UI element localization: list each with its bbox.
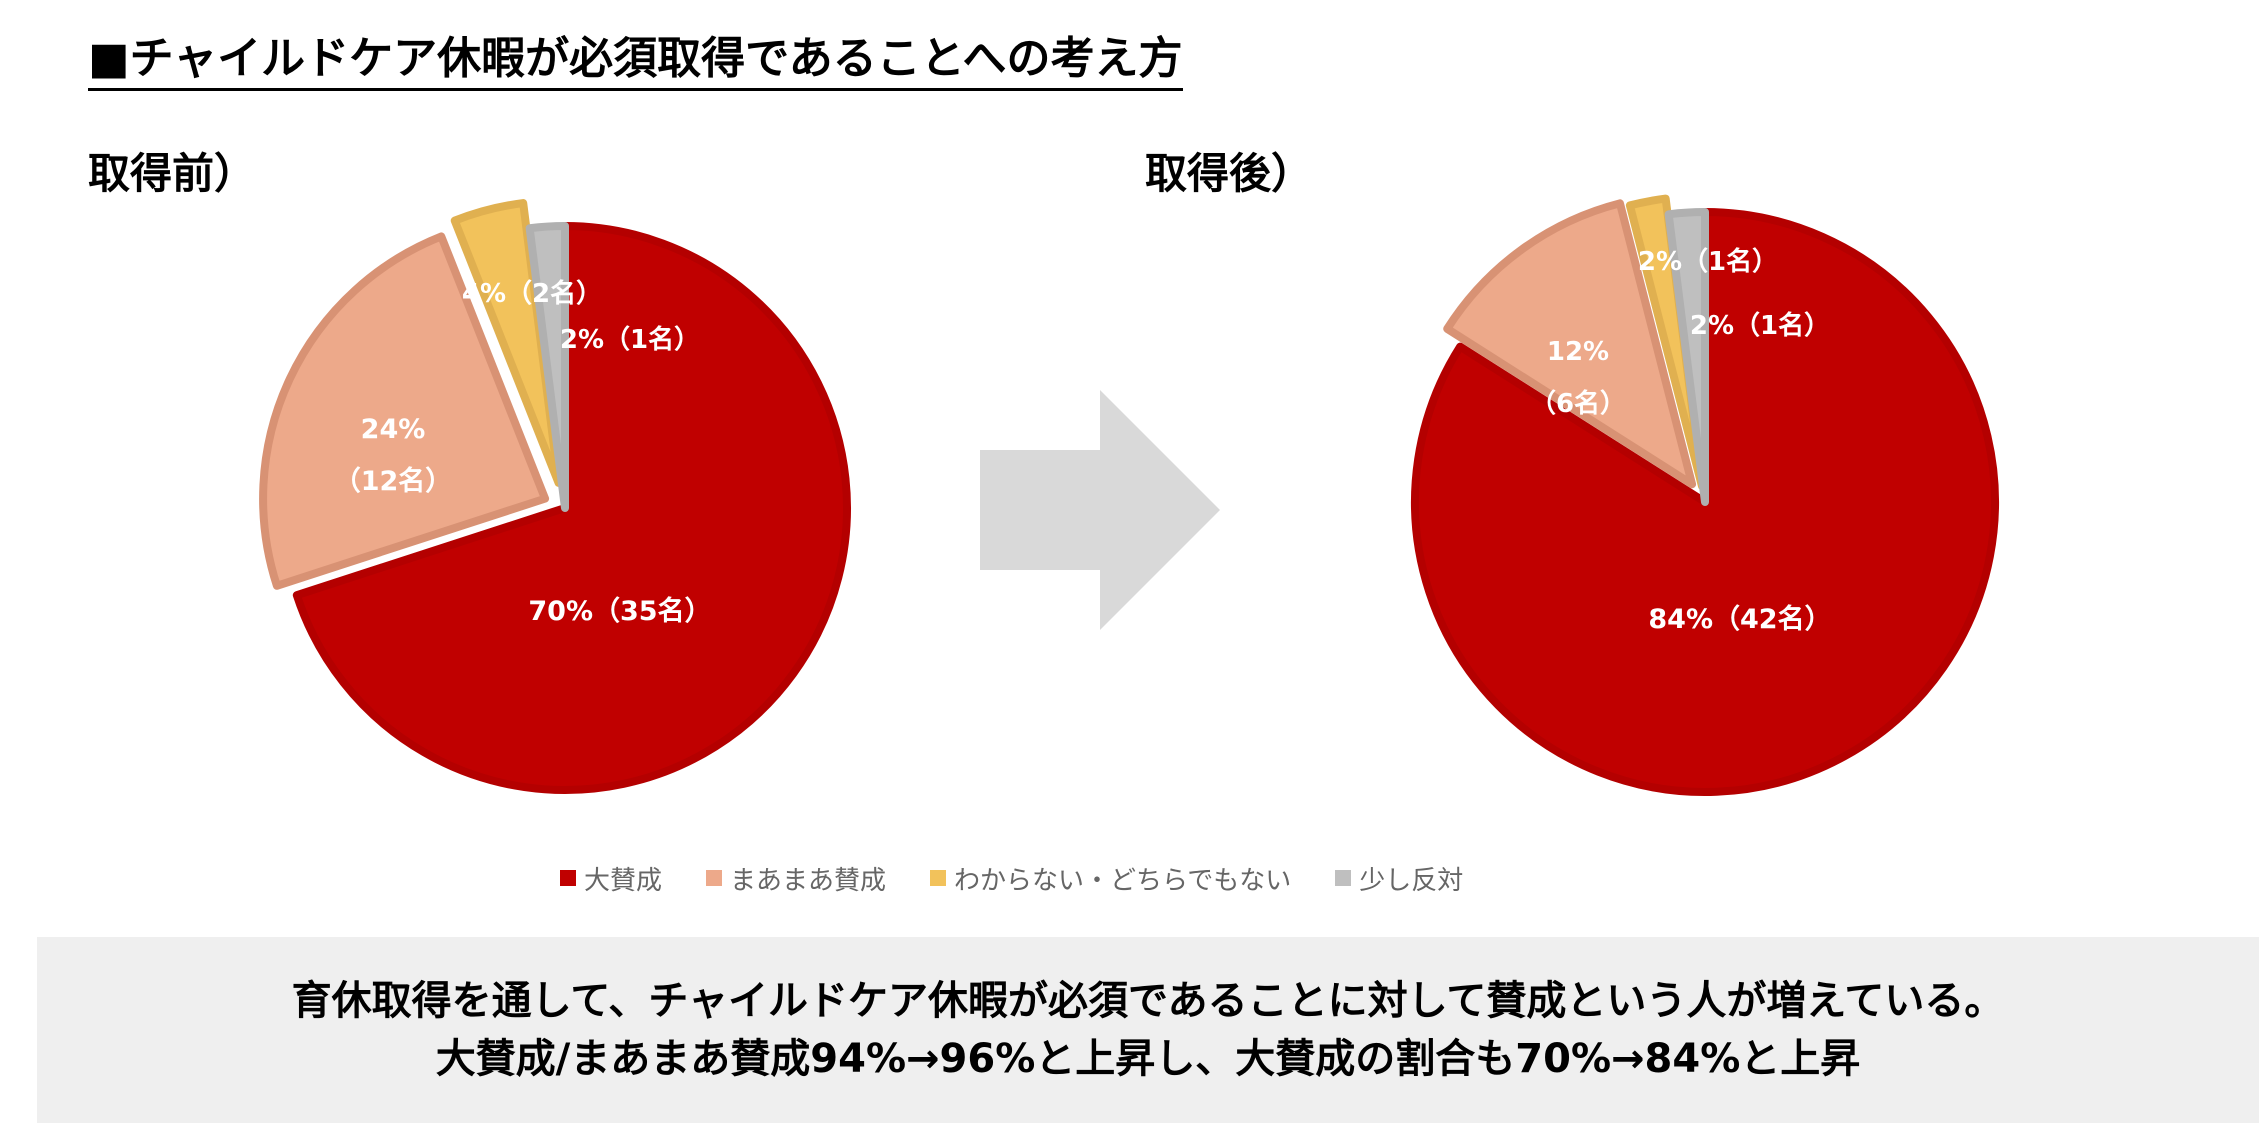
page-title: ■チャイルドケア休暇が必須取得であることへの考え方: [88, 22, 1183, 91]
pie-after-label-strongly-agree: 84%（42名）: [1648, 603, 1831, 635]
legend-item-slightly-disagree: 少し反対: [1335, 860, 1463, 897]
chart-title-after: 取得後）: [1145, 149, 1314, 198]
pie-after-label-neutral: 2%（1名）: [1638, 246, 1778, 277]
summary-box: 育休取得を通して、チャイルドケア休暇が必須であることに対して賛成という人が増えて…: [37, 937, 2259, 1123]
legend: 大賛成 まあまあ賛成 わからない・どちらでもない 少し反対: [560, 858, 1463, 898]
legend-label: 大賛成: [584, 865, 663, 896]
legend-label: まあまあ賛成: [730, 865, 887, 896]
chart-title-before: 取得前）: [88, 149, 257, 198]
legend-label: 少し反対: [1359, 865, 1464, 896]
pie-before-label-slightly-disagree: 2%（1名）: [560, 324, 700, 355]
legend-label: わからない・どちらでもない: [954, 865, 1292, 896]
summary-line-2: 大賛成/まあまあ賛成94%→96%と上昇し、大賛成の割合も70%→84%と上昇: [435, 1036, 1861, 1082]
right-arrow-icon: [980, 390, 1220, 630]
pie-before-slice-strongly-agree: [292, 222, 851, 794]
legend-swatch: [560, 870, 576, 886]
pie-charts: 70%（35名） 24%（12名） 4%（2名） 2%（1名） 84%（42名） 12%（…: [259, 194, 1999, 796]
pie-after-slice-slightly-disagree: [1664, 208, 1709, 506]
legend-item-somewhat-agree: まあまあ賛成: [706, 860, 886, 897]
legend-swatch: [930, 870, 947, 886]
pie-before-label-neutral: 4%（2名）: [462, 278, 602, 309]
pie-before-slice-neutral: [450, 199, 563, 487]
pie-after-label-somewhat-agree: 12%（6名）: [1530, 337, 1626, 419]
legend-swatch: [706, 870, 723, 886]
pie-after-slice-neutral: [1625, 194, 1706, 491]
pie-after-slice-somewhat-agree: [1443, 199, 1697, 489]
legend-item-neutral: わからない・どちらでもない: [930, 860, 1291, 897]
legend-swatch: [1335, 870, 1352, 886]
pie-before-label-somewhat-agree: 24%（12名）: [334, 414, 453, 497]
pie-before-slice-slightly-disagree: [525, 222, 569, 512]
pie-after-label-slightly-disagree: 2%（1名）: [1690, 310, 1830, 341]
summary-line-1: 育休取得を通して、チャイルドケア休暇が必須であることに対して賛成という人が増えて…: [291, 978, 2005, 1024]
pie-before-slice-somewhat-agree: [259, 232, 550, 590]
legend-item-strongly-agree: 大賛成: [560, 860, 662, 897]
pie-before-label-strongly-agree: 70%（35名）: [528, 595, 711, 627]
